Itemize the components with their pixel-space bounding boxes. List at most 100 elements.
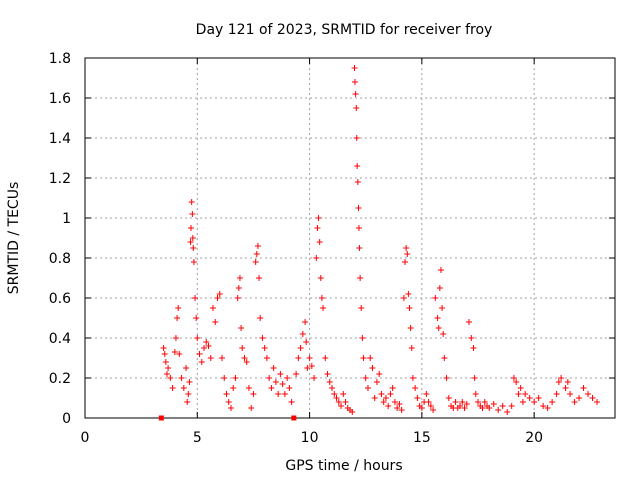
y-tick-label: 1.4 — [49, 131, 71, 147]
data-point — [358, 305, 365, 311]
data-point — [189, 211, 196, 217]
data-point — [190, 259, 197, 265]
x-tick-label: 0 — [81, 430, 90, 446]
data-point — [171, 349, 178, 355]
data-point — [360, 355, 367, 361]
data-point — [277, 371, 284, 377]
data-point — [186, 379, 193, 385]
data-point — [463, 401, 470, 407]
x-tick-label: 20 — [525, 430, 543, 446]
data-point — [470, 345, 477, 351]
data-point — [387, 391, 394, 397]
data-point — [468, 335, 475, 341]
data-point — [324, 371, 331, 377]
data-point — [441, 355, 448, 361]
data-point — [185, 391, 192, 397]
data-point — [188, 199, 195, 205]
data-point — [472, 391, 479, 397]
data-point — [436, 285, 443, 291]
data-point — [257, 315, 264, 321]
data-point — [193, 315, 200, 321]
data-point — [254, 243, 261, 249]
data-point — [351, 79, 358, 85]
data-point — [522, 391, 529, 397]
data-point — [169, 385, 176, 391]
data-point — [183, 365, 190, 371]
data-point — [378, 391, 385, 397]
data-point-square — [291, 415, 297, 421]
data-point — [326, 379, 333, 385]
data-point — [303, 339, 310, 345]
data-point — [176, 351, 183, 357]
data-point — [409, 375, 416, 381]
data-point — [439, 305, 446, 311]
data-point — [437, 267, 444, 273]
data-point — [314, 225, 321, 231]
data-point — [362, 375, 369, 381]
data-point — [425, 399, 432, 405]
data-point — [299, 331, 306, 337]
y-tick-label: 1.6 — [49, 91, 71, 107]
data-point — [320, 305, 327, 311]
data-point — [405, 291, 412, 297]
data-point — [317, 275, 324, 281]
data-point — [376, 371, 383, 377]
data-point — [389, 385, 396, 391]
data-point — [318, 295, 325, 301]
data-point — [238, 325, 245, 331]
data-point — [418, 405, 425, 411]
data-point — [517, 385, 524, 391]
data-point — [461, 405, 468, 411]
data-point — [340, 391, 347, 397]
data-point — [558, 375, 565, 381]
data-point — [567, 391, 574, 397]
data-point — [266, 375, 273, 381]
data-point — [432, 295, 439, 301]
data-point — [216, 291, 223, 297]
data-point — [535, 395, 542, 401]
data-point — [403, 245, 410, 251]
data-point — [564, 379, 571, 385]
data-point — [172, 335, 179, 341]
data-point — [236, 275, 243, 281]
data-point — [430, 407, 437, 413]
data-point — [427, 403, 434, 409]
data-point — [189, 235, 196, 241]
data-point — [357, 275, 364, 281]
data-point — [293, 371, 300, 377]
data-point — [227, 405, 234, 411]
data-point — [396, 401, 403, 407]
data-point — [452, 399, 459, 405]
data-point — [508, 403, 515, 409]
y-tick-label: 1.8 — [49, 51, 71, 67]
data-point — [354, 179, 361, 185]
plot-border — [84, 57, 616, 419]
data-point — [167, 375, 174, 381]
data-point — [192, 295, 199, 301]
data-point — [207, 355, 214, 361]
data-point — [479, 405, 486, 411]
data-point — [402, 259, 409, 265]
data-point — [555, 379, 562, 385]
data-point — [225, 399, 232, 405]
data-point — [553, 391, 560, 397]
data-point — [414, 395, 421, 401]
data-point — [359, 335, 366, 341]
data-point — [407, 325, 414, 331]
data-point — [275, 391, 282, 397]
data-point — [515, 391, 522, 397]
data-point — [499, 403, 506, 409]
data-point — [174, 315, 181, 321]
data-point — [510, 375, 517, 381]
y-tick-labels: 0 0.2 0.4 0.6 0.8 1 1.2 1.4 1.6 1.8 — [49, 51, 71, 427]
data-point — [304, 365, 311, 371]
data-point — [333, 395, 340, 401]
data-point — [400, 295, 407, 301]
data-point — [201, 345, 208, 351]
data-point — [371, 395, 378, 401]
data-point — [404, 251, 411, 257]
data-point — [338, 403, 345, 409]
data-point — [486, 405, 493, 411]
data-point — [284, 375, 291, 381]
data-point — [230, 385, 237, 391]
